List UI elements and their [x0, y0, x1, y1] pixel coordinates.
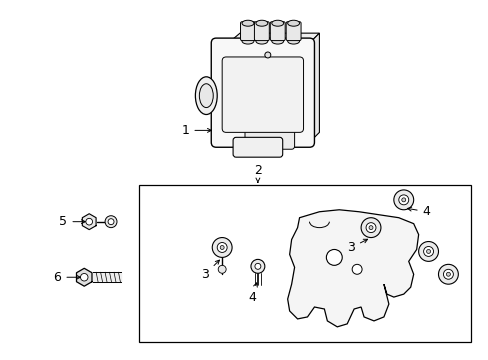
Circle shape	[443, 269, 452, 279]
Circle shape	[218, 265, 225, 273]
Circle shape	[254, 264, 260, 269]
Circle shape	[366, 223, 375, 233]
Circle shape	[418, 242, 438, 261]
Ellipse shape	[199, 84, 213, 108]
Circle shape	[325, 249, 342, 265]
Circle shape	[81, 274, 88, 281]
Circle shape	[398, 195, 408, 205]
Circle shape	[423, 247, 433, 256]
Ellipse shape	[287, 20, 299, 26]
Text: 5: 5	[59, 215, 85, 228]
Bar	[139, 185, 470, 342]
Circle shape	[105, 216, 117, 228]
Circle shape	[220, 246, 224, 249]
Ellipse shape	[255, 38, 267, 44]
FancyBboxPatch shape	[222, 57, 303, 132]
Circle shape	[217, 243, 226, 252]
FancyBboxPatch shape	[244, 129, 294, 149]
FancyBboxPatch shape	[270, 22, 285, 41]
Text: 4: 4	[407, 205, 429, 218]
Text: 3: 3	[201, 260, 219, 281]
Ellipse shape	[242, 20, 253, 26]
Polygon shape	[287, 210, 418, 327]
Text: 1: 1	[181, 124, 211, 137]
Circle shape	[438, 264, 457, 284]
Text: 4: 4	[247, 283, 257, 303]
Circle shape	[446, 272, 449, 276]
Text: 2: 2	[253, 163, 261, 182]
Circle shape	[401, 198, 405, 202]
Circle shape	[86, 219, 92, 225]
Circle shape	[351, 264, 361, 274]
Circle shape	[393, 190, 413, 210]
Ellipse shape	[271, 20, 283, 26]
FancyBboxPatch shape	[233, 137, 282, 157]
Polygon shape	[76, 268, 92, 286]
FancyBboxPatch shape	[240, 22, 255, 41]
Polygon shape	[93, 272, 121, 282]
Circle shape	[108, 219, 114, 225]
Circle shape	[212, 238, 232, 257]
FancyBboxPatch shape	[211, 38, 314, 147]
Circle shape	[368, 226, 372, 230]
Circle shape	[360, 218, 380, 238]
Polygon shape	[309, 33, 319, 142]
Circle shape	[264, 52, 270, 58]
Circle shape	[250, 260, 264, 273]
FancyBboxPatch shape	[285, 22, 301, 41]
Ellipse shape	[255, 20, 267, 26]
Ellipse shape	[271, 38, 283, 44]
Ellipse shape	[195, 77, 217, 114]
Ellipse shape	[287, 38, 299, 44]
Text: 3: 3	[346, 239, 367, 254]
Text: 6: 6	[53, 271, 80, 284]
Polygon shape	[228, 33, 319, 43]
Circle shape	[426, 249, 429, 253]
Polygon shape	[82, 214, 96, 230]
Ellipse shape	[242, 38, 253, 44]
FancyBboxPatch shape	[254, 22, 269, 41]
